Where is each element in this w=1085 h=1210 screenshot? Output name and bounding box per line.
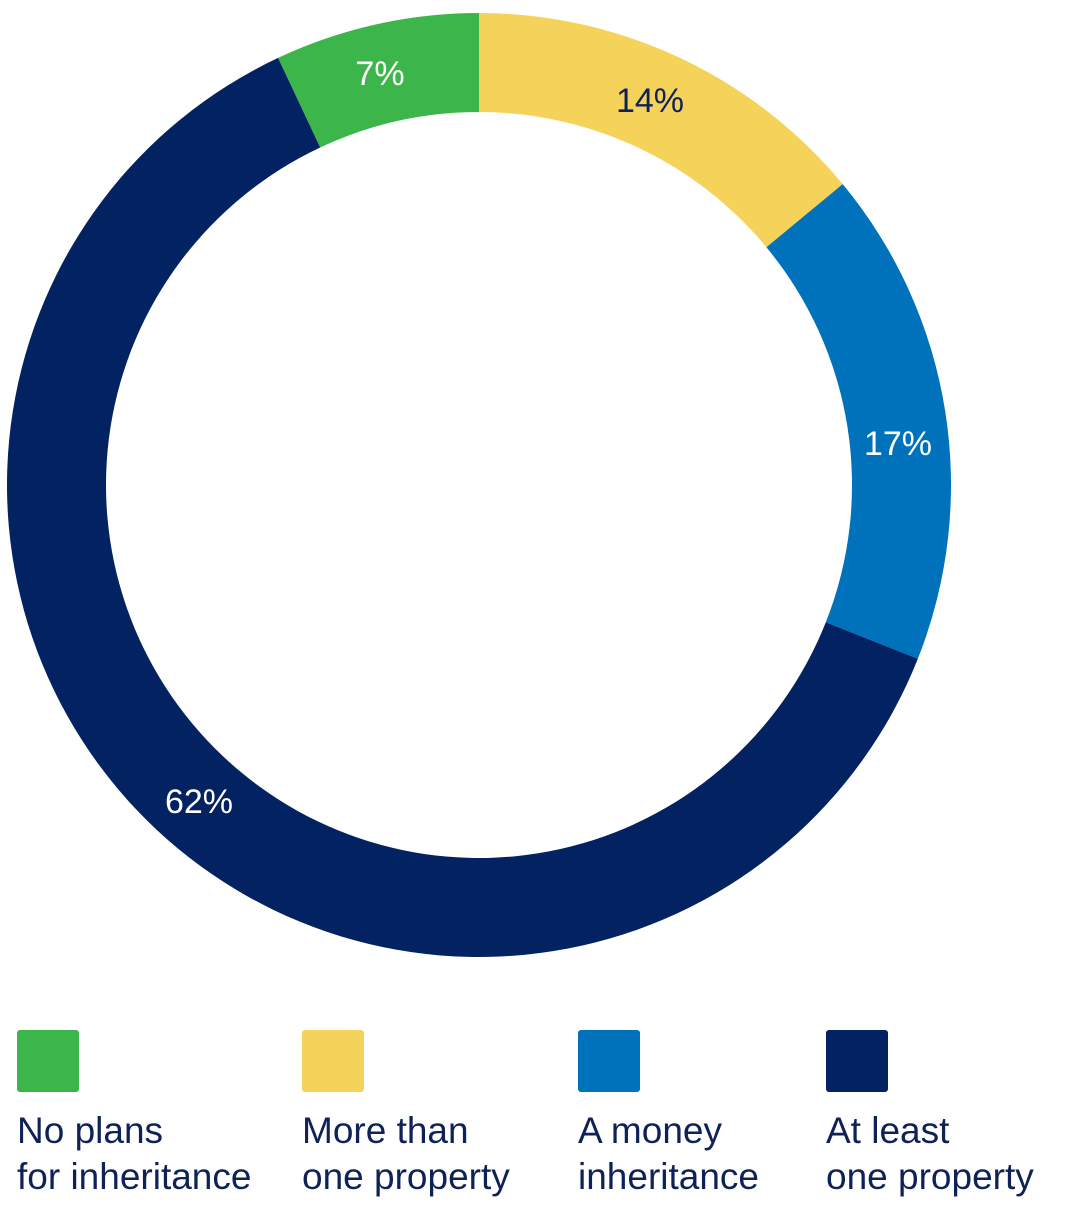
slice-2: [766, 184, 951, 659]
donut-chart-svg: 7% 14% 17% 62%: [6, 13, 951, 958]
legend-label-line: No plans: [17, 1110, 164, 1151]
legend-label: No plans for inheritance: [17, 1108, 251, 1200]
legend-item-2: A money inheritance: [578, 1030, 759, 1200]
legend-label-line: one property: [826, 1156, 1034, 1197]
legend-label: At least one property: [826, 1108, 1034, 1200]
slice-label-1: 14%: [616, 82, 684, 120]
donut-chart: 7% 14% 17% 62%: [6, 13, 951, 958]
legend-label-line: inheritance: [578, 1156, 760, 1197]
legend-item-1: More than one property: [302, 1030, 510, 1200]
slice-label-2: 17%: [864, 425, 932, 463]
slice-label-3: 62%: [165, 783, 233, 821]
legend-label-line: for inheritance: [17, 1156, 252, 1197]
legend-label: A money inheritance: [578, 1108, 759, 1200]
slice-label-0: 7%: [355, 55, 404, 93]
legend-swatch: [826, 1030, 888, 1092]
legend-label-line: A money: [578, 1110, 722, 1151]
legend-swatch: [17, 1030, 79, 1092]
legend-label-line: More than: [302, 1110, 469, 1151]
slice-1: [479, 13, 843, 248]
slice-0: [278, 13, 479, 148]
legend-label: More than one property: [302, 1108, 510, 1200]
legend-swatch: [302, 1030, 364, 1092]
legend-item-0: No plans for inheritance: [17, 1030, 251, 1200]
legend-label-line: At least: [826, 1110, 950, 1151]
legend: No plans for inheritance More than one prop…: [0, 1030, 1085, 1210]
legend-item-3: At least one property: [826, 1030, 1034, 1200]
legend-swatch: [578, 1030, 640, 1092]
legend-label-line: one property: [302, 1156, 510, 1197]
